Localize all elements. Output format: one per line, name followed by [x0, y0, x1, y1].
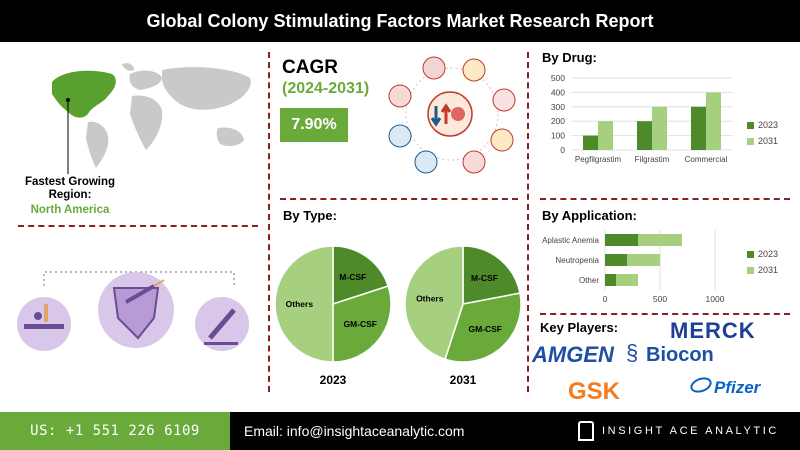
x-tick-label: Commercial [685, 155, 728, 164]
key-players-title: Key Players: [540, 320, 619, 335]
by-drug-chart: 0 100 200 300 400 500 Pegfilgrastim Filgrastim C… [551, 73, 778, 164]
pie-slice-gm-csf-2031 [444, 292, 522, 363]
legend-swatch [747, 122, 754, 129]
x-tick-label: 0 [603, 294, 608, 304]
medical-illustrations [17, 271, 249, 351]
health-icons-circle [388, 56, 516, 174]
bar-commercial-2023 [691, 106, 706, 150]
divider-left-h [18, 225, 258, 227]
y-tick-label: 400 [551, 87, 565, 97]
divider-right [527, 52, 529, 392]
bar-aplastic-anemia-2031 [638, 234, 682, 246]
fastest-growing-region-label: Fastest Growing Region: [24, 176, 116, 201]
bar-other-2023 [605, 274, 616, 286]
by-application-title: By Application: [542, 208, 637, 223]
pie-label: Others [416, 294, 444, 304]
biocon-logo: Biocon [646, 344, 714, 366]
pie-slice-gm-csf-2023 [332, 285, 392, 363]
x-tick-label: Pegfilgrastim [575, 155, 622, 164]
fastest-growing-region-value: North America [30, 204, 110, 216]
pie-label: GM-CSF [343, 319, 377, 329]
by-application-chart: 0 500 1000 Aplastic Anemia Neutropenia Other 2… [542, 230, 778, 304]
legend-label: 2023 [758, 249, 778, 259]
x-tick-label: 500 [653, 294, 667, 304]
footer-phone: US: +1 551 226 6109 [0, 412, 230, 450]
y-tick-label: Aplastic Anemia [542, 236, 599, 245]
biocon-helix-icon: § [626, 340, 639, 365]
pie-year-label: 2031 [450, 373, 477, 387]
footer-email: Email: info@insightaceanalytic.com [230, 412, 570, 450]
divider-right-h1 [540, 198, 790, 200]
cagr-value: 7.90% [280, 108, 348, 142]
legend-label: 2031 [758, 265, 778, 275]
x-tick-label: Filgrastim [635, 155, 670, 164]
legend-swatch [747, 138, 754, 145]
footer-brand-text: INSIGHT ACE ANALYTIC [602, 425, 779, 437]
pie-label: GM-CSF [468, 324, 502, 334]
world-map [52, 63, 251, 174]
legend-swatch [747, 267, 754, 274]
legend-label: 2031 [758, 136, 778, 146]
footer-brand: INSIGHT ACE ANALYTIC [570, 412, 800, 450]
amgen-logo: AMGEN [532, 342, 614, 367]
bar-neutropenia-2023 [605, 254, 627, 266]
pfizer-swirl-icon [690, 377, 712, 393]
pie-label: Others [286, 299, 314, 309]
north-america-shape [52, 70, 116, 118]
legend-swatch [747, 251, 754, 258]
bar-filgrastim-2023 [637, 121, 652, 150]
cagr-label: CAGR [282, 57, 338, 78]
merck-logo: MERCK [670, 318, 756, 343]
pfizer-logo: Pfizer [714, 378, 761, 397]
pie-year-label: 2023 [320, 373, 347, 387]
x-tick-label: 1000 [706, 294, 725, 304]
pie-slice-m-csf-2023 [332, 245, 390, 306]
pie-slice-m-csf-2031 [462, 245, 521, 305]
by-type-title: By Type: [283, 208, 337, 223]
pie-slice-others-2031 [404, 245, 464, 361]
cagr-period: (2024-2031) [282, 80, 370, 97]
by-type-pies: M-CSF GM-CSF Others 2023 M-CSF GM-CSF Others 20… [274, 245, 522, 387]
y-tick-label: 100 [551, 131, 565, 141]
pie-slice-others-2023 [274, 245, 334, 363]
bar-aplastic-anemia-2023 [605, 234, 638, 246]
bar-pegfilgrastim-2023 [583, 135, 598, 150]
by-drug-title: By Drug: [542, 50, 597, 65]
bar-other-2031 [616, 274, 638, 286]
gsk-logo: GSK [568, 378, 621, 405]
divider-mid-h [280, 198, 518, 200]
bar-pegfilgrastim-2031 [598, 121, 613, 150]
y-tick-label: Other [579, 276, 599, 285]
divider-right-h2 [540, 313, 790, 315]
divider-left [268, 52, 270, 392]
report-title: Global Colony Stimulating Factors Market… [0, 0, 800, 42]
legend-label: 2023 [758, 120, 778, 130]
pie-label: M-CSF [471, 273, 498, 283]
y-tick-label: Neutropenia [555, 256, 599, 265]
bar-filgrastim-2031 [652, 106, 667, 150]
pie-label: M-CSF [339, 272, 366, 282]
y-tick-label: 300 [551, 102, 565, 112]
bar-commercial-2031 [706, 92, 721, 150]
y-tick-label: 200 [551, 116, 565, 126]
bar-neutropenia-2031 [627, 254, 660, 266]
brand-logo-icon [578, 421, 594, 442]
y-tick-label: 500 [551, 73, 565, 83]
y-tick-label: 0 [560, 145, 565, 155]
